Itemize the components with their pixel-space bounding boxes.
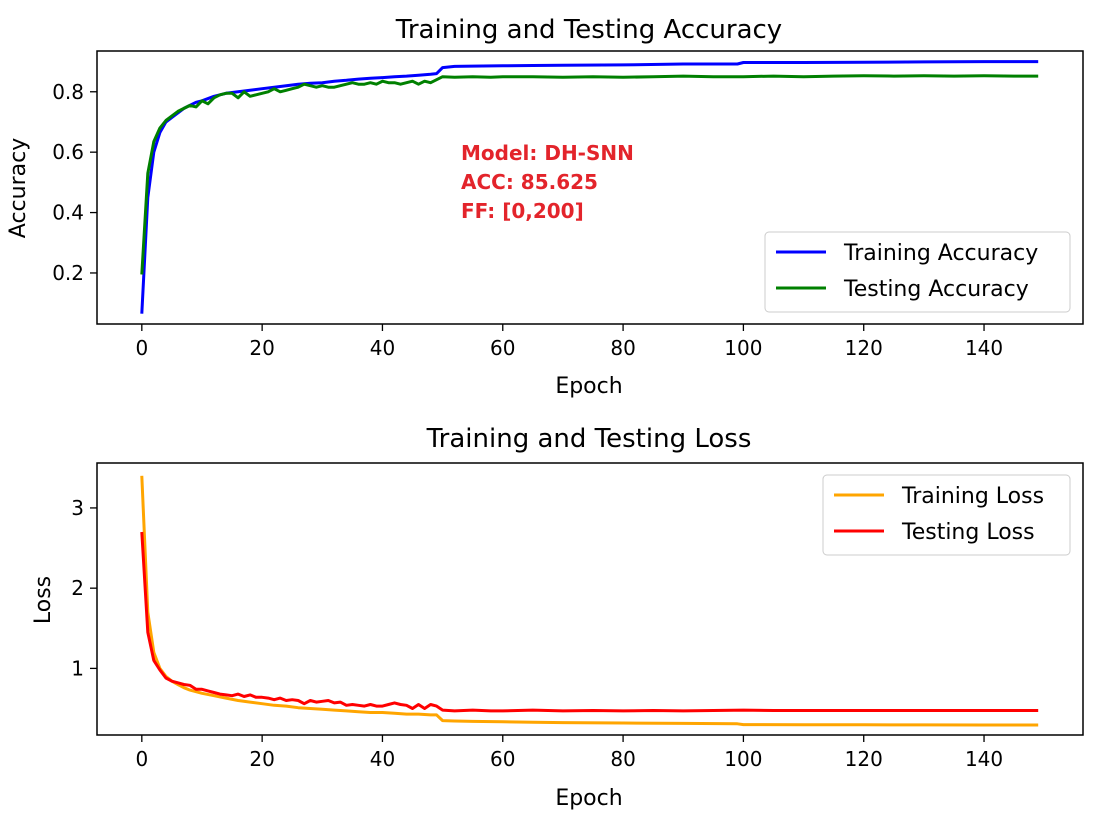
accuracy-subplot: Training and Testing Accuracy 0 20 40 60 80 1… <box>6 15 1084 399</box>
loss-chart-title: Training and Testing Loss <box>426 424 752 454</box>
loss-x-tick-label-60: 60 <box>490 747 515 771</box>
loss-plot-frame <box>96 462 1084 736</box>
loss-x-tick-label-0: 0 <box>135 747 148 771</box>
accuracy-x-tick-label-120: 120 <box>845 336 883 360</box>
annotation-model: Model: DH-SNN <box>461 141 634 165</box>
accuracy-x-tick-label-140: 140 <box>965 336 1003 360</box>
accuracy-y-axis-label: Accuracy <box>6 138 31 238</box>
accuracy-y-tick-label-0-4: 0.4 <box>52 201 84 225</box>
loss-subplot: Training and Testing Loss 0 20 40 60 80 100 12… <box>31 424 1084 811</box>
accuracy-series-lines <box>140 60 1039 314</box>
loss-x-tick-label-120: 120 <box>845 747 883 771</box>
loss-y-ticks: 1 2 3 <box>71 496 97 680</box>
accuracy-x-tick-label-100: 100 <box>724 336 762 360</box>
loss-y-axis-label: Loss <box>31 576 56 624</box>
series-line-testing-loss <box>140 531 1039 713</box>
accuracy-y-ticks: 0.2 0.4 0.6 0.8 <box>52 80 97 285</box>
loss-x-tick-label-40: 40 <box>370 747 395 771</box>
accuracy-x-tick-label-60: 60 <box>490 336 515 360</box>
legend-label-training-accuracy: Training Accuracy <box>843 241 1038 266</box>
accuracy-x-ticks: 0 20 40 60 80 100 120 140 <box>135 324 1003 360</box>
accuracy-legend: Training Accuracy Testing Accuracy <box>764 231 1071 313</box>
loss-x-tick-label-140: 140 <box>965 747 1003 771</box>
accuracy-annotation: Model: DH-SNN ACC: 85.625 FF: [0,200] <box>461 141 634 223</box>
loss-legend: Training Loss Testing Loss <box>822 474 1071 556</box>
loss-x-tick-label-20: 20 <box>249 747 274 771</box>
loss-x-ticks: 0 20 40 60 80 100 120 140 <box>135 735 1003 771</box>
loss-series-lines <box>140 475 1039 727</box>
accuracy-x-tick-label-20: 20 <box>249 336 274 360</box>
accuracy-y-tick-label-0-8: 0.8 <box>52 80 84 104</box>
loss-y-tick-label-3: 3 <box>71 496 84 520</box>
legend-label-training-loss: Training Loss <box>901 484 1044 509</box>
series-line-testing-accuracy <box>140 74 1039 275</box>
accuracy-legend-box <box>764 231 1071 313</box>
accuracy-x-tick-label-0: 0 <box>135 336 148 360</box>
accuracy-plot-frame <box>96 50 1084 325</box>
accuracy-x-tick-label-40: 40 <box>370 336 395 360</box>
legend-label-testing-accuracy: Testing Accuracy <box>843 277 1029 302</box>
legend-label-testing-loss: Testing Loss <box>901 520 1035 545</box>
accuracy-y-tick-label-0-6: 0.6 <box>52 140 84 164</box>
accuracy-x-tick-label-80: 80 <box>610 336 635 360</box>
loss-x-tick-label-100: 100 <box>724 747 762 771</box>
loss-legend-box <box>822 474 1071 556</box>
accuracy-chart-title: Training and Testing Accuracy <box>395 15 782 45</box>
loss-y-tick-label-2: 2 <box>71 576 84 600</box>
loss-y-tick-label-1: 1 <box>71 656 84 680</box>
loss-x-axis-label: Epoch <box>555 786 622 811</box>
annotation-ff: FF: [0,200] <box>461 199 584 223</box>
accuracy-x-axis-label: Epoch <box>555 374 622 399</box>
accuracy-y-tick-label-0-2: 0.2 <box>52 261 84 285</box>
series-line-training-loss <box>140 475 1039 727</box>
loss-x-tick-label-80: 80 <box>610 747 635 771</box>
annotation-acc: ACC: 85.625 <box>461 170 598 194</box>
